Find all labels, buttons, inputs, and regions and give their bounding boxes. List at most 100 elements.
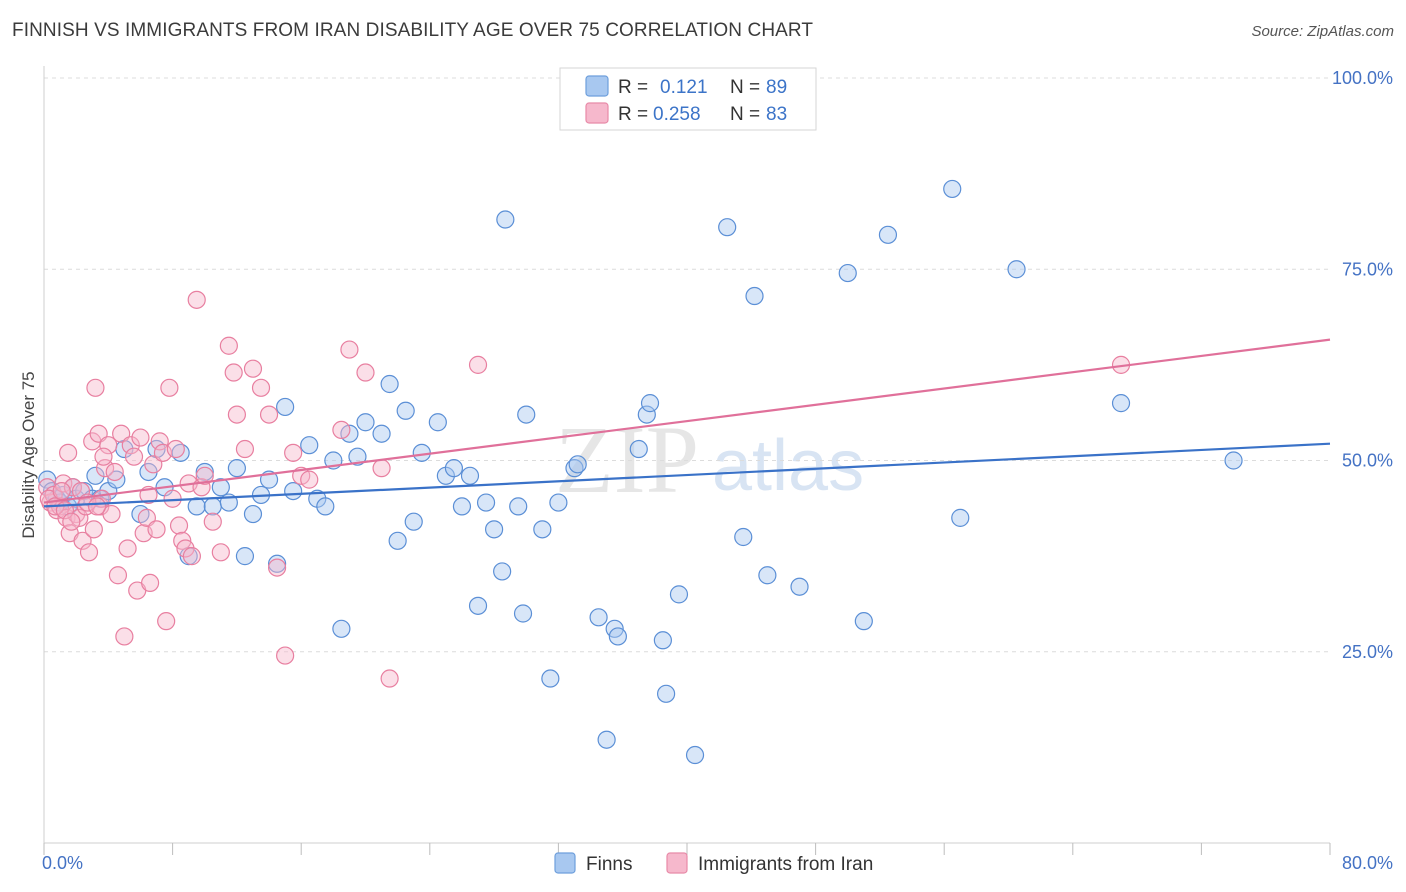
iran-point-53: [211, 543, 230, 562]
iran-point-48: [182, 547, 201, 566]
iran-point-37: [147, 520, 166, 539]
watermark: ZIP atlas: [555, 406, 864, 513]
finns-point-40: [348, 447, 367, 466]
iran-point-12: [73, 531, 92, 550]
y-tick-label-3: 100.0%: [1332, 68, 1393, 88]
finns-point-62: [541, 669, 560, 688]
iran-point-21: [99, 436, 118, 455]
iran-point-70: [380, 669, 399, 688]
iran-point-24: [108, 566, 128, 585]
iran-point-62: [276, 646, 295, 665]
legend-box: R = 0.121 N = 89 R = 0.258 N = 83: [559, 67, 817, 131]
iran-point-61: [267, 558, 287, 577]
legend-swatch-iran: [585, 102, 609, 124]
y-tick-label-0: 25.0%: [1342, 642, 1393, 662]
iran-point-29: [124, 447, 144, 466]
finns-point-54: [476, 493, 496, 512]
watermark-zip: ZIP: [555, 406, 699, 513]
finns-point-70: [629, 439, 648, 459]
legend-r-value-finns: 0.121: [660, 77, 708, 98]
finns-point-32: [276, 397, 295, 417]
iran-point-75: [52, 482, 71, 501]
finns-point-69: [608, 627, 627, 646]
data-points: [38, 179, 1243, 765]
iran-point-82: [94, 447, 113, 466]
legend-r-label-iran: R =: [618, 104, 648, 125]
trend-lines: [43, 338, 1331, 508]
iran-point-77: [62, 512, 81, 531]
finns-point-81: [790, 577, 809, 596]
finns-point-41: [356, 413, 375, 432]
finns-point-72: [640, 394, 660, 413]
finns-point-84: [878, 225, 898, 244]
iran-point-67: [340, 340, 359, 359]
iran-point-68: [356, 363, 375, 382]
legend-n-label-finns: N =: [730, 77, 760, 98]
iran-point-55: [224, 363, 243, 382]
iran-point-80: [84, 520, 103, 539]
finns-point-31: [267, 554, 287, 573]
iran-point-54: [219, 336, 238, 355]
iran-point-71: [468, 355, 488, 374]
finns-point-23: [203, 497, 222, 516]
iran-point-52: [203, 512, 222, 531]
iran-point-40: [157, 612, 176, 631]
finns-point-83: [854, 612, 873, 631]
legend-swatch-finns: [585, 75, 609, 97]
finns-trend-line: [43, 442, 1331, 508]
finns-point-75: [669, 585, 689, 604]
iran-point-69: [372, 459, 391, 478]
finns-point-67: [597, 730, 616, 749]
iran-point-60: [259, 405, 279, 424]
iran-point-31: [131, 428, 150, 447]
iran-point-26: [115, 627, 134, 646]
watermark-atlas: atlas: [712, 426, 864, 506]
finns-point-33: [284, 482, 303, 501]
iran-point-27: [118, 539, 137, 558]
finns-point-73: [653, 631, 672, 650]
y-tick-label-2: 75.0%: [1342, 259, 1393, 279]
finns-point-48: [428, 413, 447, 432]
finns-point-27: [235, 547, 255, 566]
iran-point-5: [54, 474, 73, 493]
iran-point-16: [86, 378, 105, 397]
iran-point-38: [150, 432, 169, 451]
iran-point-20: [95, 459, 115, 478]
iran-point-51: [195, 466, 214, 485]
chart-title: FINNISH VS IMMIGRANTS FROM IRAN DISABILI…: [12, 20, 814, 41]
axes: [43, 66, 1331, 855]
bottom-legend-label-iran: Immigrants from Iran: [698, 854, 873, 875]
finns-point-66: [589, 608, 608, 627]
iran-point-57: [235, 439, 255, 459]
iran-point-63: [284, 443, 303, 462]
iran-point-81: [87, 497, 107, 516]
legend-n-value-finns: 89: [766, 77, 787, 98]
finns-point-71: [637, 405, 656, 424]
x-tick-label-max: 80.0%: [1342, 853, 1393, 873]
finns-point-74: [657, 684, 676, 703]
y-axis-label: Disability Age Over 75: [19, 371, 38, 538]
iran-point-14: [79, 543, 99, 562]
finns-point-87: [1007, 260, 1026, 279]
chart-source: Source: ZipAtlas.com: [1251, 23, 1394, 40]
iran-point-58: [243, 359, 263, 378]
finns-point-46: [404, 512, 423, 531]
finns-point-82: [838, 263, 857, 283]
iran-point-66: [332, 420, 351, 439]
finns-point-10: [86, 466, 105, 485]
finns-point-59: [513, 604, 533, 623]
finns-point-42: [372, 424, 391, 443]
iran-point-35: [140, 573, 160, 593]
legend-r-label-finns: R =: [618, 77, 648, 98]
finns-point-85: [943, 179, 962, 199]
finns-point-79: [745, 286, 764, 306]
finns-point-53: [468, 596, 488, 615]
iran-point-43: [166, 439, 185, 459]
finns-point-89: [1224, 451, 1243, 470]
finns-point-78: [734, 527, 753, 547]
finns-point-88: [1111, 394, 1131, 413]
legend-r-value-iran: 0.258: [653, 104, 701, 125]
finns-point-13: [107, 470, 126, 489]
finns-point-60: [517, 405, 536, 424]
